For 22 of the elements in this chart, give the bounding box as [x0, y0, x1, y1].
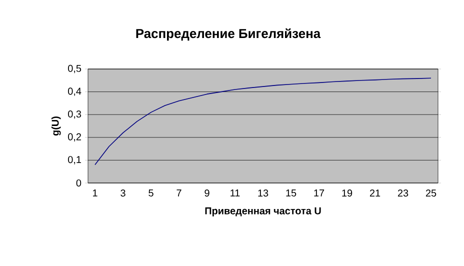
x-tick-label: 25 — [426, 190, 436, 197]
x-tick-label: 13 — [258, 190, 268, 197]
y-tick-label: 0,5 — [68, 64, 82, 74]
y-tick-label: 0,4 — [68, 88, 82, 96]
x-tick-label: 11 — [230, 190, 240, 196]
x-tick-label: 15 — [286, 190, 296, 196]
x-tick-label: 17 — [314, 190, 324, 196]
x-tick-label: 9 — [204, 190, 210, 197]
x-axis-title: Приведенная частота U — [205, 207, 321, 216]
y-tick-label: 0 — [76, 179, 82, 187]
x-tick-label: 7 — [176, 190, 182, 196]
y-tick-label: 0,3 — [68, 110, 82, 119]
x-tick-label: 23 — [398, 190, 408, 197]
x-tick-label: 1 — [92, 190, 98, 196]
x-tick-label: 19 — [342, 190, 352, 197]
y-tick-label: 0,2 — [68, 133, 81, 142]
x-tick-label: 3 — [120, 190, 126, 197]
y-axis-title: g(U) — [51, 116, 61, 136]
y-tick-label: 0,1 — [68, 156, 81, 164]
x-tick-label: 21 — [370, 190, 380, 196]
chart-title: Распределение Бигеляйзена — [136, 28, 321, 41]
x-tick-label: 5 — [148, 190, 154, 196]
